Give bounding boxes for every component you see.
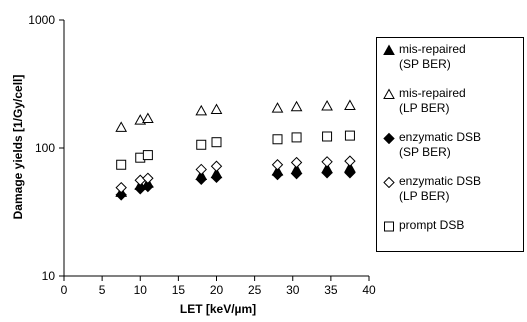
x-tick-label: 40 — [362, 283, 376, 297]
data-point — [195, 104, 208, 116]
y-tick-label: 1000 — [28, 13, 55, 27]
x-axis-title: LET [keV/µm] — [180, 302, 256, 316]
x-tick-label: 15 — [172, 283, 186, 297]
data-point — [115, 189, 127, 201]
y-tick-label: 10 — [42, 269, 56, 283]
data-point — [195, 163, 207, 176]
y-axis-title: Damage yields [1/Gy/cell] — [11, 75, 25, 220]
x-tick-label: 30 — [286, 283, 300, 297]
series-4 — [116, 130, 355, 170]
data-point — [195, 173, 207, 185]
data-point — [272, 134, 283, 145]
axes: 0 5 10 15 20 25 30 35 40 10 100 1000 — [28, 13, 376, 297]
data-point — [271, 102, 284, 113]
data-point — [344, 130, 355, 141]
legend-label: enzymatic DSB (SP BER) — [399, 130, 482, 159]
series-3 — [115, 155, 356, 194]
legend-marker-shape — [383, 132, 395, 144]
legend-label: enzymatic DSB (LP BER) — [399, 174, 482, 203]
data-point — [344, 99, 356, 110]
data-point — [210, 171, 223, 184]
legend-marker-shape — [383, 44, 395, 55]
x-tick-label: 10 — [134, 283, 148, 297]
series-1 — [115, 99, 356, 132]
data-point — [142, 172, 154, 184]
data-points — [115, 99, 356, 201]
legend-marker-icon — [383, 44, 395, 55]
data-point — [290, 100, 303, 112]
data-point — [210, 103, 223, 114]
data-point — [142, 112, 154, 124]
legend-marker-shape — [383, 176, 395, 188]
data-point — [116, 159, 127, 170]
x-tick-label: 25 — [248, 283, 262, 297]
data-point — [290, 167, 303, 180]
data-point — [271, 168, 284, 181]
x-tick-label: 0 — [61, 283, 68, 297]
legend-label: mis-repaired (SP BER) — [399, 42, 466, 71]
data-point — [321, 99, 333, 111]
legend-marker-icon — [384, 221, 394, 232]
legend-marker-shape — [383, 88, 395, 99]
data-point — [115, 121, 128, 132]
legend-label: prompt DSB — [399, 218, 465, 232]
data-point — [115, 181, 127, 194]
y-tick-label: 100 — [35, 141, 55, 155]
legend-marker-icon — [383, 88, 395, 99]
x-tick-label: 20 — [210, 283, 224, 297]
legend-marker-icon — [383, 176, 395, 188]
x-tick-label: 5 — [99, 283, 106, 297]
data-point — [322, 131, 333, 142]
data-point — [344, 167, 356, 179]
data-point — [321, 156, 333, 168]
legend-label: mis-repaired (LP BER) — [399, 86, 466, 115]
data-point — [344, 155, 356, 167]
data-point — [211, 137, 222, 148]
x-tick-label: 35 — [324, 283, 338, 297]
legend-marker-shape — [384, 221, 394, 232]
data-point — [290, 156, 303, 169]
data-point — [196, 139, 207, 150]
data-point — [271, 159, 284, 171]
data-point — [142, 150, 153, 161]
data-point — [321, 167, 333, 179]
legend: mis-repaired (SP BER) mis-repaired (LP BE… — [376, 37, 524, 252]
legend-marker-icon — [383, 132, 395, 144]
data-point — [142, 180, 154, 193]
data-point — [210, 160, 223, 172]
series-2 — [115, 167, 356, 201]
data-point — [291, 132, 302, 143]
